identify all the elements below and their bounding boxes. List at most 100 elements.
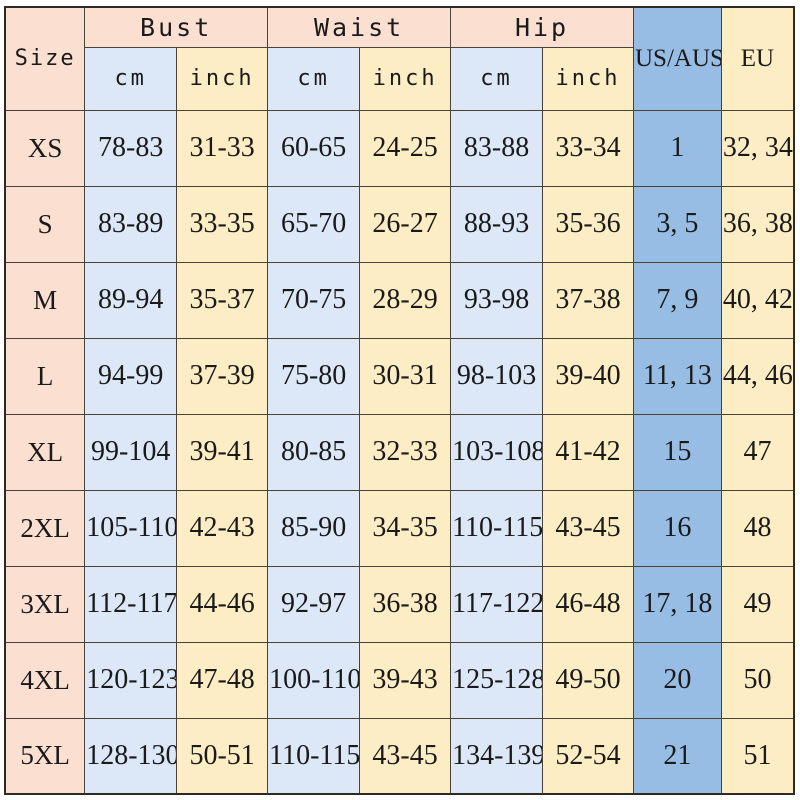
- size-chart-table: Size Bust Waist Hip US/AUS EU cm inch cm…: [4, 6, 795, 795]
- cell-waist-inch: 28-29: [359, 261, 452, 339]
- cell-eu: 47: [720, 413, 795, 491]
- cell-size: 4XL: [4, 641, 86, 719]
- table-row: 2XL 105-110 42-43 85-90 34-35 110-115 43-45 16 4…: [4, 489, 795, 567]
- table-row: M 89-94 35-37 70-75 28-29 93-98 37-38 7, 9 40, 4…: [4, 261, 795, 339]
- cell-waist-inch: 26-27: [359, 185, 452, 263]
- cell-waist-inch: 43-45: [359, 717, 452, 795]
- table-row: 3XL 112-117 44-46 92-97 36-38 117-122 46-48 17,…: [4, 565, 795, 643]
- header-hip-inch: inch: [542, 46, 634, 111]
- cell-eu: 44, 46: [720, 337, 795, 415]
- cell-hip-inch: 52-54: [542, 717, 634, 795]
- cell-waist-inch: 36-38: [359, 565, 452, 643]
- cell-size: XL: [4, 413, 86, 491]
- cell-waist-cm: 80-85: [267, 413, 361, 491]
- header-group-bust: Bust: [84, 6, 269, 48]
- cell-waist-cm: 85-90: [267, 489, 361, 567]
- cell-size: XS: [4, 109, 86, 187]
- cell-size: 3XL: [4, 565, 86, 643]
- header-row-groups: Size Bust Waist Hip US/AUS EU: [4, 6, 795, 111]
- cell-us-aus: 17, 18: [632, 565, 722, 643]
- cell-eu: 40, 42: [720, 261, 795, 339]
- cell-waist-cm: 100-110: [267, 641, 361, 719]
- cell-us-aus: 11, 13: [632, 337, 722, 415]
- cell-bust-cm: 99-104: [84, 413, 178, 491]
- cell-waist-inch: 24-25: [359, 109, 452, 187]
- header-bust-cm: cm: [84, 46, 178, 111]
- cell-hip-inch: 41-42: [542, 413, 634, 491]
- cell-hip-inch: 43-45: [542, 489, 634, 567]
- cell-size: M: [4, 261, 86, 339]
- cell-hip-cm: 93-98: [450, 261, 544, 339]
- cell-bust-inch: 50-51: [176, 717, 269, 795]
- cell-size: 5XL: [4, 717, 86, 795]
- table-row: 5XL 128-130 50-51 110-115 43-45 134-139 52-54 2…: [4, 717, 795, 795]
- cell-hip-cm: 134-139: [450, 717, 544, 795]
- cell-hip-cm: 117-122: [450, 565, 544, 643]
- cell-hip-inch: 37-38: [542, 261, 634, 339]
- cell-waist-cm: 92-97: [267, 565, 361, 643]
- header-eu: EU: [720, 6, 795, 111]
- cell-eu: 32, 34: [720, 109, 795, 187]
- cell-hip-cm: 125-128: [450, 641, 544, 719]
- header-waist-cm: cm: [267, 46, 361, 111]
- cell-bust-cm: 128-130: [84, 717, 178, 795]
- header-row-units: cm inch cm inch cm inch: [5, 46, 794, 111]
- cell-waist-inch: 32-33: [359, 413, 452, 491]
- table-row: XS 78-83 31-33 60-65 24-25 83-88 33-34 1 32, 34: [4, 109, 795, 187]
- cell-bust-inch: 39-41: [176, 413, 269, 491]
- cell-eu: 48: [720, 489, 795, 567]
- cell-hip-inch: 33-34: [542, 109, 634, 187]
- cell-us-aus: 20: [632, 641, 722, 719]
- cell-waist-inch: 39-43: [359, 641, 452, 719]
- table-row: 4XL 120-123 47-48 100-110 39-43 125-128 49-50 2…: [4, 641, 795, 719]
- cell-us-aus: 7, 9: [632, 261, 722, 339]
- cell-bust-inch: 31-33: [176, 109, 269, 187]
- cell-hip-inch: 49-50: [542, 641, 634, 719]
- cell-hip-cm: 88-93: [450, 185, 544, 263]
- cell-eu: 50: [720, 641, 795, 719]
- header-group-hip: Hip: [450, 6, 634, 48]
- cell-us-aus: 3, 5: [632, 185, 722, 263]
- cell-hip-cm: 98-103: [450, 337, 544, 415]
- cell-waist-inch: 30-31: [359, 337, 452, 415]
- header-waist-inch: inch: [359, 46, 452, 111]
- table-row: L 94-99 37-39 75-80 30-31 98-103 39-40 11, 13 44…: [4, 337, 795, 415]
- header-size: Size: [4, 6, 86, 111]
- cell-bust-cm: 112-117: [84, 565, 178, 643]
- header-group-waist: Waist: [267, 6, 452, 48]
- header-bust-inch: inch: [176, 46, 269, 111]
- cell-hip-cm: 103-108: [450, 413, 544, 491]
- cell-bust-cm: 94-99: [84, 337, 178, 415]
- cell-bust-cm: 89-94: [84, 261, 178, 339]
- cell-us-aus: 21: [632, 717, 722, 795]
- cell-bust-inch: 42-43: [176, 489, 269, 567]
- cell-eu: 49: [720, 565, 795, 643]
- cell-bust-inch: 47-48: [176, 641, 269, 719]
- cell-waist-cm: 70-75: [267, 261, 361, 339]
- table-header: Size Bust Waist Hip US/AUS EU cm inch cm…: [4, 6, 795, 111]
- cell-bust-cm: 120-123: [84, 641, 178, 719]
- table-row: XL 99-104 39-41 80-85 32-33 103-108 41-42 15 47: [4, 413, 795, 491]
- cell-waist-cm: 65-70: [267, 185, 361, 263]
- table-row: S 83-89 33-35 65-70 26-27 88-93 35-36 3, 5 36, 3…: [4, 185, 795, 263]
- cell-size: S: [4, 185, 86, 263]
- cell-waist-inch: 34-35: [359, 489, 452, 567]
- cell-hip-cm: 83-88: [450, 109, 544, 187]
- cell-us-aus: 1: [632, 109, 722, 187]
- cell-bust-inch: 44-46: [176, 565, 269, 643]
- cell-hip-inch: 39-40: [542, 337, 634, 415]
- cell-waist-cm: 60-65: [267, 109, 361, 187]
- cell-waist-cm: 75-80: [267, 337, 361, 415]
- cell-hip-inch: 46-48: [542, 565, 634, 643]
- header-us-aus: US/AUS: [632, 6, 722, 111]
- cell-bust-cm: 105-110: [84, 489, 178, 567]
- cell-us-aus: 15: [632, 413, 722, 491]
- cell-hip-inch: 35-36: [542, 185, 634, 263]
- cell-eu: 36, 38: [720, 185, 795, 263]
- cell-eu: 51: [720, 717, 795, 795]
- cell-us-aus: 16: [632, 489, 722, 567]
- cell-bust-cm: 78-83: [84, 109, 178, 187]
- cell-bust-cm: 83-89: [84, 185, 178, 263]
- cell-bust-inch: 33-35: [176, 185, 269, 263]
